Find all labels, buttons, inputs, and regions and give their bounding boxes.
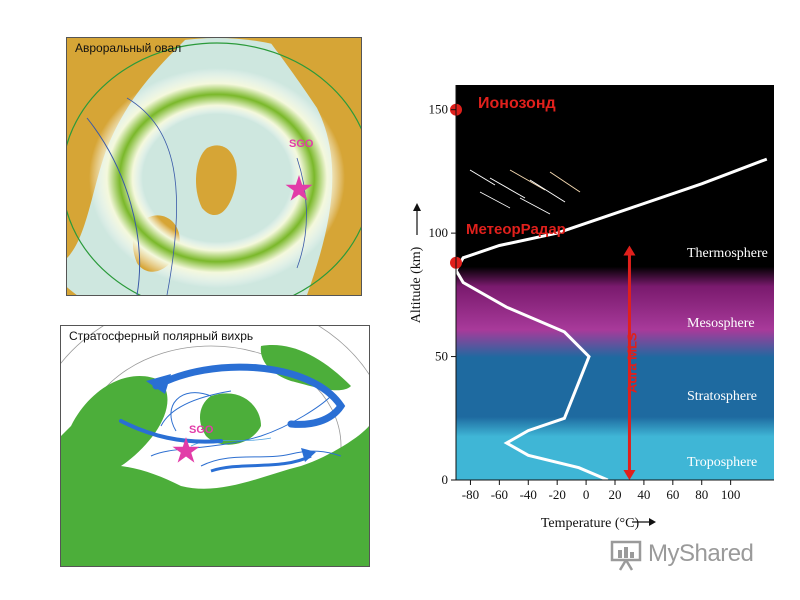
presentation-icon (610, 540, 642, 571)
x-tick-label: -80 (462, 487, 479, 502)
x-tick-label: 0 (583, 487, 590, 502)
sgo-star-icon (172, 437, 200, 463)
x-axis-title: Temperature (°C) (541, 516, 640, 531)
y-axis-title: Altitude (km) (409, 246, 424, 323)
mls-arrow-up-icon (623, 245, 636, 256)
x-tick-label: -60 (491, 487, 508, 502)
vortex-map-title: Стратосферный полярный вихрь (69, 329, 254, 343)
auroral-map-graphic (67, 38, 361, 295)
vortex-map-graphic (61, 326, 369, 566)
temperature-profile-line (454, 157, 768, 482)
x-axis-arrow-icon (649, 518, 656, 526)
mls-arrow-down-icon (623, 470, 636, 480)
x-tick-label: -40 (520, 487, 537, 502)
watermark-text: MyShared (648, 540, 754, 567)
atmosphere-chart-svg: Thermosphere Mesosphere Stratosphere Tro… (409, 85, 774, 531)
meteor-radar-label: МетеорРадар (466, 221, 566, 238)
y-tick-label: 0 (442, 472, 449, 487)
y-tick-label: 150 (429, 102, 449, 117)
layer-label-mesosphere: Mesosphere (687, 316, 755, 331)
x-tick-label: 40 (637, 487, 650, 502)
auroral-oval-map: Авроральный овал SGO (66, 37, 362, 296)
layer-label-thermosphere: Thermosphere (687, 246, 768, 261)
x-tick-label: 60 (666, 487, 679, 502)
polar-vortex-map: Стратосферный полярный вихрь SGO (60, 325, 370, 567)
sgo-star-icon (285, 175, 313, 201)
y-axis-arrow-icon (413, 203, 421, 211)
auroral-map-title: Авроральный овал (75, 41, 182, 55)
atmosphere-profile-chart: Thermosphere Mesosphere Stratosphere Tro… (400, 80, 790, 540)
auroral-sgo-label: SGO (289, 138, 314, 150)
vortex-arrow (152, 363, 346, 428)
myshared-watermark: MyShared (610, 538, 780, 574)
layer-label-stratosphere: Stratosphere (687, 389, 757, 404)
x-tick-label: -20 (549, 487, 566, 502)
vortex-sgo-label: SGO (189, 424, 214, 436)
y-tick-label: 50 (435, 349, 448, 364)
meteor-shower-graphic (469, 169, 581, 215)
aura-mls-label: Aura MLS (624, 332, 639, 393)
y-tick-label: 100 (429, 225, 449, 240)
x-tick-label: 80 (695, 487, 708, 502)
x-tick-label: 20 (609, 487, 622, 502)
ionosonde-label: Ионозонд (478, 95, 556, 112)
x-tick-label: 100 (721, 487, 741, 502)
layer-label-troposphere: Troposphere (687, 455, 757, 470)
